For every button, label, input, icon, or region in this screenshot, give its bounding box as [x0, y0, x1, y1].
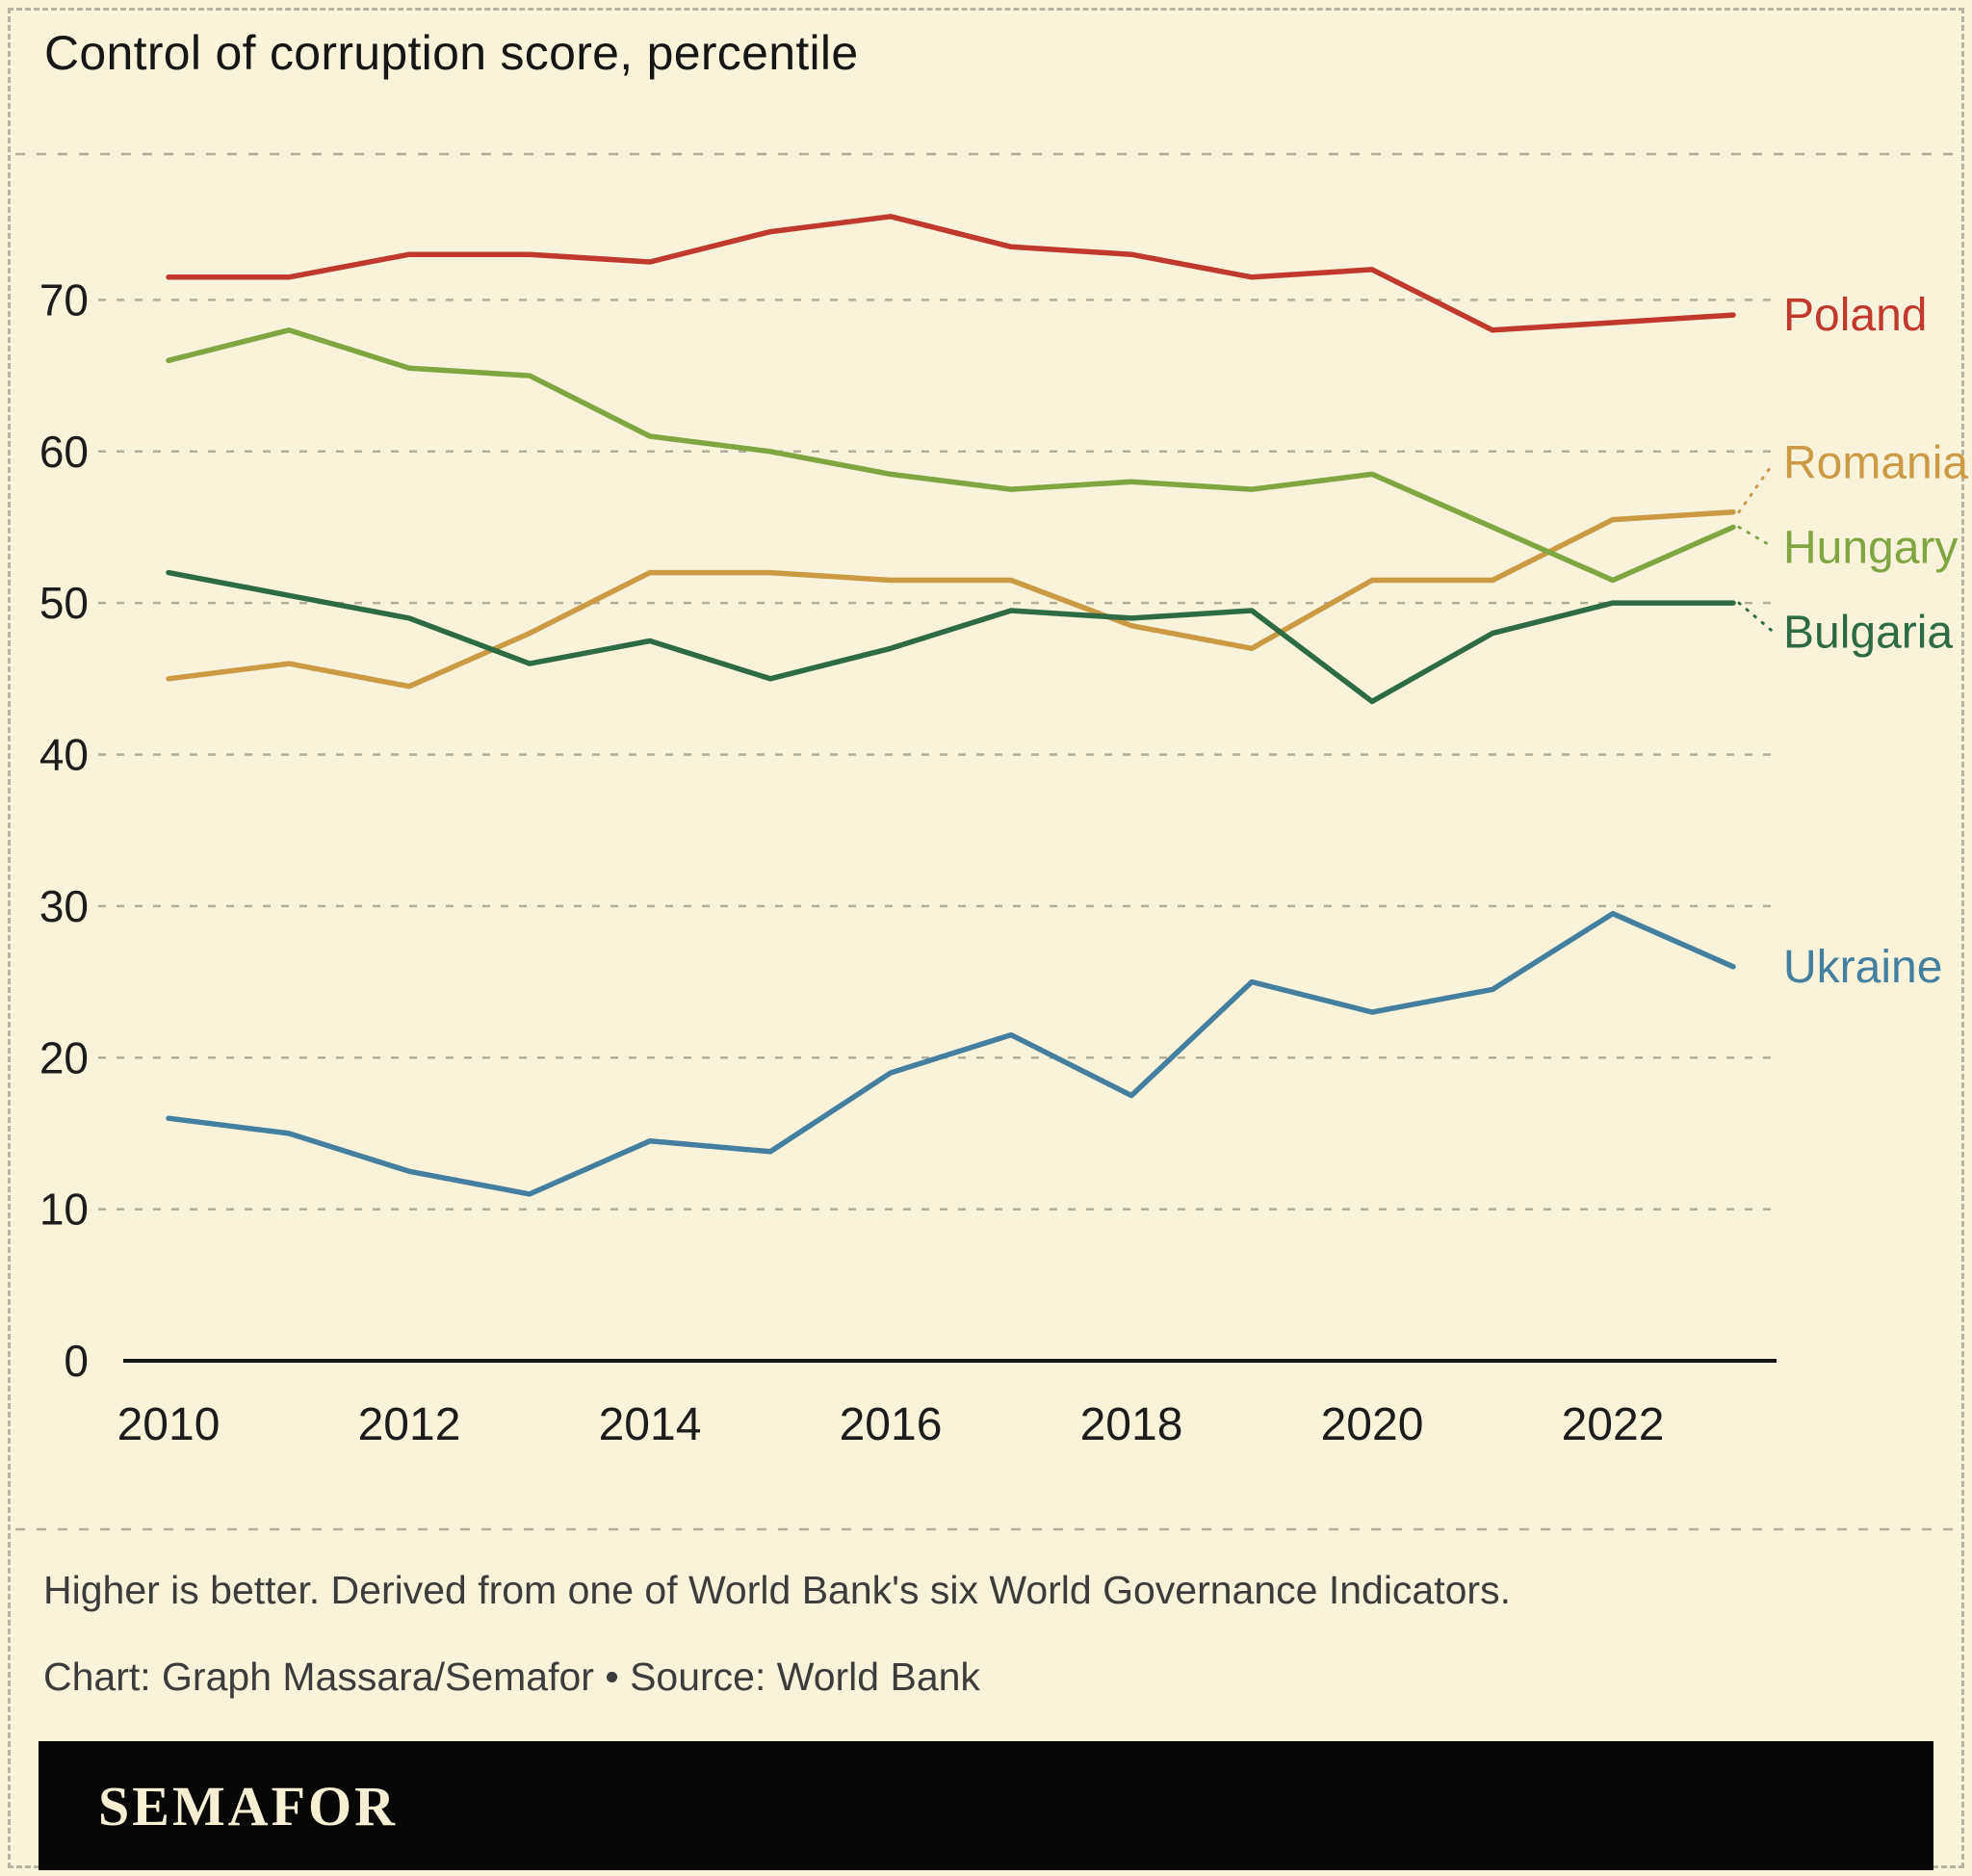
label-leader-romania — [1737, 460, 1776, 514]
x-axis-labels: 2010 2012 2014 2016 2018 2020 2022 — [117, 1399, 1665, 1450]
label-leader-hungary — [1737, 525, 1776, 549]
series-line-ukraine — [166, 910, 1736, 1197]
series-line-romania — [166, 508, 1736, 690]
x-tick-label: 2010 — [117, 1399, 221, 1450]
y-tick-label: 70 — [39, 274, 89, 325]
semafor-logo: SEMAFOR — [98, 1774, 398, 1837]
series-line-bulgaria — [166, 569, 1736, 705]
y-tick-label: 30 — [39, 881, 89, 931]
x-tick-label: 2022 — [1562, 1399, 1665, 1450]
series-line-poland — [166, 214, 1736, 333]
series-line-hungary — [166, 327, 1736, 584]
series-label-hungary: Hungary — [1783, 522, 1958, 573]
chart-title: Control of corruption score, percentile — [44, 26, 859, 80]
y-axis-labels: 0 10 20 30 40 50 60 70 — [39, 274, 89, 1386]
x-tick-label: 2018 — [1080, 1399, 1183, 1450]
x-tick-label: 2016 — [840, 1399, 943, 1450]
gridlines — [98, 299, 1777, 1211]
label-leader-bulgaria — [1737, 601, 1776, 634]
x-tick-label: 2020 — [1321, 1399, 1424, 1450]
y-tick-label: 0 — [64, 1336, 89, 1386]
x-tick-label: 2014 — [599, 1399, 702, 1450]
series-label-romania: Romania — [1783, 437, 1968, 488]
semafor-logo-bar: SEMAFOR — [39, 1741, 1933, 1870]
y-tick-label: 40 — [39, 730, 89, 780]
y-tick-label: 20 — [39, 1032, 89, 1082]
x-tick-label: 2012 — [358, 1399, 461, 1450]
series-label-poland: Poland — [1783, 290, 1927, 341]
series-label-ukraine: Ukraine — [1783, 942, 1942, 993]
y-tick-label: 50 — [39, 578, 89, 628]
chart-footnote: Higher is better. Derived from one of Wo… — [43, 1568, 1511, 1612]
y-tick-label: 10 — [39, 1185, 89, 1235]
chart-credit: Chart: Graph Massara/Semafor • Source: W… — [43, 1655, 980, 1699]
series-label-bulgaria: Bulgaria — [1783, 607, 1953, 658]
y-tick-label: 60 — [39, 427, 89, 477]
